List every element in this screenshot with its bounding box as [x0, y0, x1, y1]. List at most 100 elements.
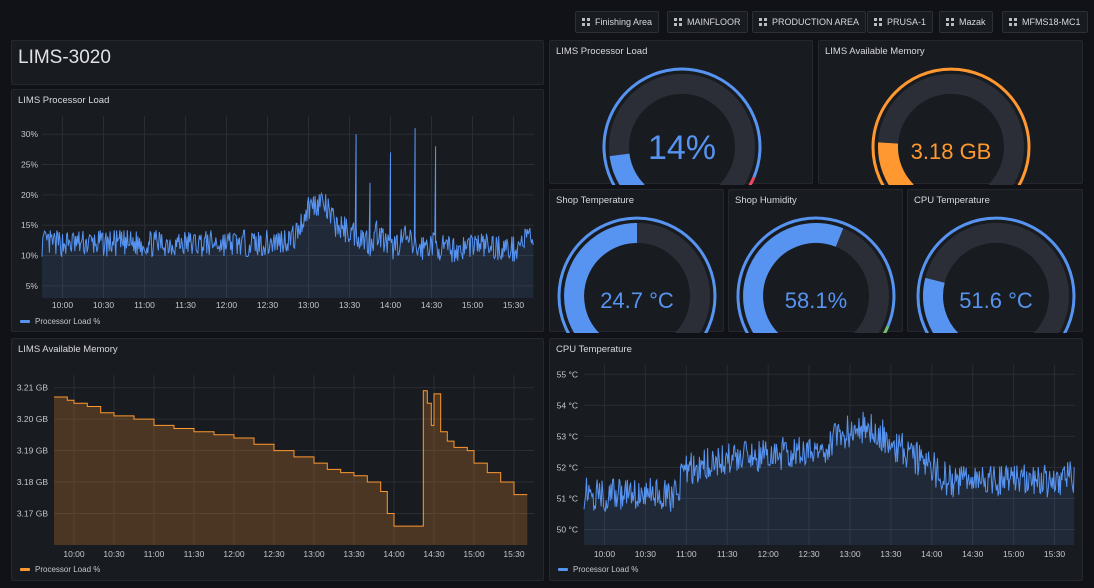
shop-temperature-gauge: 24.7 °C: [557, 216, 717, 333]
threshold-ring: [557, 216, 717, 333]
shop-temperature-gauge-panel[interactable]: Shop Temperature 24.7 °C: [549, 189, 724, 333]
x-tick-label: 14:00: [921, 549, 943, 559]
gauge-value-text: 3.18 GB: [911, 139, 992, 164]
cpu-temperature-chart: 50 °C 51 °C 52 °C 53 °C 54 °C 55 °C 10:00 10:30…: [557, 365, 1075, 559]
nav-link-mazak[interactable]: Mazak: [939, 11, 993, 33]
x-tick-label: 13:00: [303, 549, 325, 559]
processor-load-gauge: 14%: [602, 67, 762, 185]
series-area: [42, 128, 534, 298]
gauge-track: [878, 73, 1024, 185]
x-tick-label: 14:00: [383, 549, 405, 559]
x-tick-label: 11:30: [175, 300, 196, 310]
legend-label: Processor Load %: [573, 565, 639, 574]
threshold-ring: [736, 216, 896, 333]
processor-load-chart-panel[interactable]: LIMS Processor Load 5% 10% 15% 20% 25% 30% 10:…: [11, 89, 544, 332]
legend-swatch: [20, 568, 30, 571]
nav-link-prusa-1[interactable]: PRUSA-1: [867, 11, 934, 33]
nav-link-label: MFMS18-MC1: [1022, 17, 1081, 27]
text-panel: LIMS-3020: [11, 40, 544, 85]
chart-legend[interactable]: Processor Load %: [20, 317, 100, 326]
series-line: [41, 128, 534, 263]
processor-load-gauge-panel[interactable]: LIMS Processor Load 14%: [549, 40, 813, 185]
y-tick-label: 3.20 GB: [17, 414, 49, 424]
x-tick-label: 11:00: [144, 549, 165, 559]
panel-title: Shop Humidity: [735, 195, 797, 206]
x-tick-label: 11:30: [184, 549, 205, 559]
series-line: [54, 390, 528, 527]
x-tick-label: 15:00: [1003, 549, 1025, 559]
x-tick-label: 10:30: [635, 549, 657, 559]
nav-link-production-area[interactable]: PRODUCTION AREA: [752, 11, 867, 33]
nav-link-mfms18-mc1[interactable]: MFMS18-MC1: [1002, 11, 1088, 33]
nav-link-label: PRODUCTION AREA: [772, 17, 860, 27]
dashboard-grid-icon: [759, 18, 767, 26]
x-tick-label: 10:00: [52, 300, 74, 310]
x-tick-label: 15:30: [1044, 549, 1066, 559]
x-tick-label: 14:30: [423, 549, 445, 559]
available-memory-chart-panel[interactable]: LIMS Available Memory 3.17 GB 3.18 GB 3.19…: [11, 338, 544, 581]
x-tick-label: 10:30: [103, 549, 125, 559]
gauge-track: [923, 222, 1069, 333]
nav-link-label: PRUSA-1: [887, 17, 927, 27]
y-tick-label: 3.21 GB: [17, 383, 49, 393]
processor-load-chart: 5% 10% 15% 20% 25% 30% 10:00 10:30 11:00 11:30 12:…: [21, 116, 534, 310]
nav-link-finishing-area[interactable]: Finishing Area: [575, 11, 660, 33]
legend-swatch: [20, 320, 30, 323]
available-memory-gauge-panel[interactable]: LIMS Available Memory 3.18 GB: [818, 40, 1083, 185]
x-tick-label: 11:00: [134, 300, 155, 310]
x-tick-label: 14:30: [421, 300, 443, 310]
cpu-temperature-gauge-panel[interactable]: CPU Temperature 51.6 °C: [907, 189, 1083, 333]
panel-title: LIMS Processor Load: [556, 46, 648, 57]
gauge-value-arc: [923, 277, 959, 333]
x-tick-label: 12:30: [257, 300, 279, 310]
gauge-value-text: 51.6 °C: [959, 288, 1033, 313]
dashboard-grid-icon: [582, 18, 590, 26]
nav-link-label: Mazak: [959, 17, 986, 27]
y-tick-label: 52 °C: [557, 462, 578, 472]
chart-legend[interactable]: Processor Load %: [558, 565, 638, 574]
x-tick-label: 14:30: [962, 549, 984, 559]
y-tick-label: 50 °C: [557, 524, 578, 534]
x-tick-label: 12:00: [216, 300, 238, 310]
series-line: [583, 411, 1075, 513]
series-area: [54, 390, 528, 545]
threshold-ring: [916, 216, 1076, 333]
gauge-track: [609, 73, 755, 185]
y-tick-label: 10%: [21, 251, 38, 261]
series-area: [584, 411, 1075, 545]
gauge-value-arc: [609, 153, 645, 185]
nav-link-mainfloor[interactable]: MAINFLOOR: [667, 11, 748, 33]
gauge-value-arc: [743, 223, 844, 333]
panel-title: CPU Temperature: [914, 195, 990, 206]
panel-title: Shop Temperature: [556, 195, 634, 206]
x-tick-label: 12:30: [263, 549, 285, 559]
x-tick-label: 13:30: [880, 549, 902, 559]
page-title: LIMS-3020: [18, 47, 111, 68]
available-memory-gauge: 3.18 GB: [871, 67, 1031, 185]
threshold-ring: [602, 67, 762, 185]
y-tick-label: 15%: [21, 220, 38, 230]
dashboard-links-bar: Finishing Area MAINFLOOR PRODUCTION AREA…: [0, 0, 1094, 40]
dashboard-grid-icon: [1009, 18, 1017, 26]
x-tick-label: 14:00: [380, 300, 402, 310]
gauge-value-text: 14%: [648, 129, 716, 167]
threshold-ring-critical: [882, 325, 890, 333]
dashboard-grid-icon: [674, 18, 682, 26]
gauge-value-text: 24.7 °C: [600, 288, 674, 313]
panel-title: LIMS Available Memory: [18, 344, 118, 355]
y-tick-label: 20%: [21, 190, 38, 200]
x-tick-label: 13:00: [839, 549, 861, 559]
shop-humidity-gauge-panel[interactable]: Shop Humidity 58.1%: [728, 189, 903, 333]
available-memory-chart: 3.17 GB 3.18 GB 3.19 GB 3.20 GB 3.21 GB 10:00…: [17, 375, 534, 559]
legend-label: Processor Load %: [35, 565, 101, 574]
x-tick-label: 10:30: [93, 300, 115, 310]
y-tick-label: 53 °C: [557, 431, 578, 441]
y-tick-label: 51 °C: [557, 493, 578, 503]
chart-legend[interactable]: Processor Load %: [20, 565, 100, 574]
cpu-temperature-gauge: 51.6 °C: [916, 216, 1076, 333]
x-tick-label: 15:30: [503, 300, 525, 310]
y-tick-label: 25%: [21, 160, 38, 170]
y-tick-label: 3.18 GB: [17, 477, 49, 487]
cpu-temperature-chart-panel[interactable]: CPU Temperature 50 °C 51 °C 52 °C 53 °C 54 °…: [549, 338, 1083, 581]
x-tick-label: 15:00: [462, 300, 484, 310]
